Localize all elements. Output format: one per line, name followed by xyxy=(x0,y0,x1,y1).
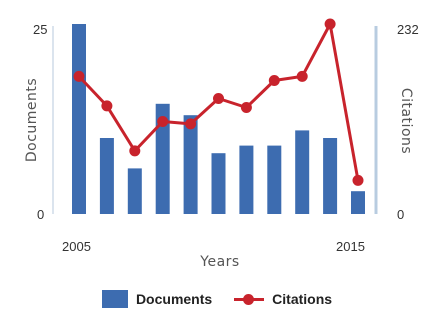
documents-bar xyxy=(99,138,114,214)
x-axis-title: Years xyxy=(199,254,239,270)
documents-swatch xyxy=(101,290,128,308)
legend-item-citations[interactable]: Citations xyxy=(234,290,332,308)
right-tick-min: 0 xyxy=(397,207,404,222)
citations-point xyxy=(129,145,141,157)
citations-points xyxy=(73,18,364,186)
left-tick-max: 25 xyxy=(33,22,47,37)
legend-item-documents[interactable]: Documents xyxy=(101,290,213,308)
documents-bar xyxy=(183,115,198,214)
right-axis-title: Citations xyxy=(398,88,414,154)
citations-point xyxy=(296,70,308,82)
documents-bar xyxy=(295,130,310,214)
documents-bar xyxy=(239,145,254,214)
right-tick-max: 232 xyxy=(397,22,419,37)
documents-bar xyxy=(267,145,282,214)
citations-point xyxy=(101,100,113,112)
citations-point xyxy=(185,118,197,130)
x-tick-last: 2015 xyxy=(336,239,365,254)
citations-point xyxy=(324,18,336,30)
citations-point xyxy=(157,116,169,127)
documents-bar xyxy=(211,153,226,214)
x-tick-first: 2005 xyxy=(62,239,91,254)
documents-bar xyxy=(351,191,365,214)
citations-point xyxy=(213,93,224,104)
citations-point xyxy=(73,70,85,82)
documents-bar xyxy=(127,168,142,214)
combo-chart: 25 0 232 0 2005 2015 Years Documents Cit… xyxy=(24,18,419,270)
legend: Documents Citations xyxy=(0,290,434,308)
citations-point xyxy=(352,174,364,186)
citations-swatch xyxy=(234,290,265,308)
documents-bar xyxy=(155,103,170,214)
citations-point xyxy=(268,75,280,86)
documents-bar xyxy=(323,138,338,214)
legend-label-citations: Citations xyxy=(272,291,333,307)
left-tick-min: 0 xyxy=(37,207,44,222)
left-axis-title: Documents xyxy=(24,78,40,162)
documents-bars xyxy=(72,24,365,214)
documents-bar xyxy=(72,24,86,214)
legend-label-documents: Documents xyxy=(135,291,213,307)
citations-point xyxy=(240,102,252,113)
